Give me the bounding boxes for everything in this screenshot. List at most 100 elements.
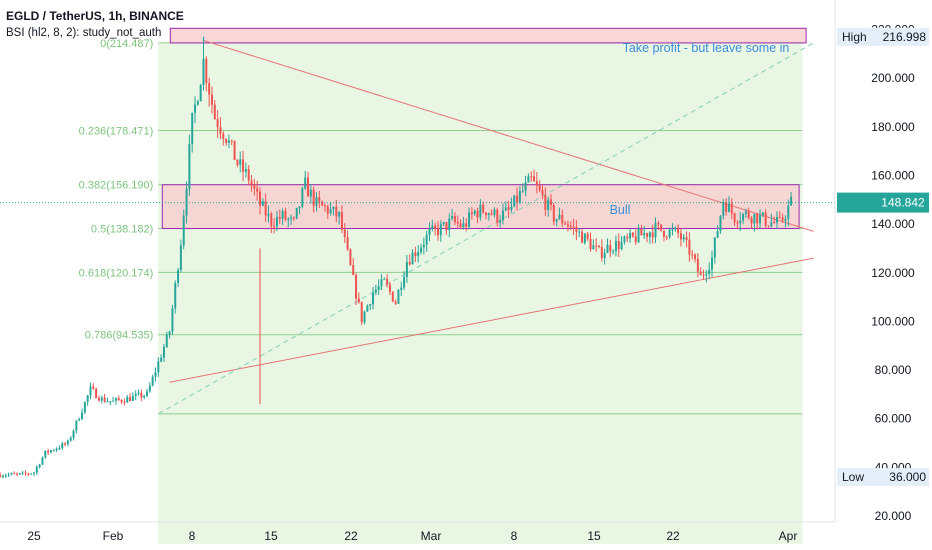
time-tick-label: 22: [666, 529, 680, 543]
candle-body: [292, 217, 295, 219]
candle-body: [332, 206, 335, 210]
candle-body: [58, 448, 61, 450]
price-tick-label: 180.000: [871, 120, 915, 134]
candle-body: [504, 207, 507, 211]
candle-body: [527, 176, 530, 183]
candle-body: [716, 231, 719, 238]
price-tick-label: 140.000: [871, 217, 915, 231]
candle-body: [665, 236, 668, 238]
candle-body: [1, 475, 4, 477]
candle-body: [679, 233, 682, 240]
candle-body: [592, 245, 595, 250]
candle-body: [671, 229, 674, 231]
current-price-value: 148.842: [881, 196, 925, 210]
candle-body: [465, 223, 468, 227]
candle-body: [196, 101, 199, 105]
candle-body: [516, 195, 519, 203]
candle-body: [194, 104, 197, 113]
candle-body: [501, 210, 504, 221]
candle-body: [696, 258, 699, 272]
candle-body: [518, 191, 521, 203]
price-tick-label: 20.000: [875, 509, 912, 523]
candle-body: [405, 261, 408, 277]
candle-body: [259, 191, 261, 206]
candle-body: [603, 252, 606, 258]
candle-body: [479, 204, 482, 218]
candle-body: [146, 391, 148, 396]
candle-body: [459, 223, 462, 228]
candle-body: [538, 185, 541, 191]
price-tick-label: 100.000: [871, 314, 915, 328]
candle-body: [72, 430, 75, 438]
candle-body: [781, 217, 784, 221]
candle-body: [78, 419, 81, 421]
candle-body: [349, 249, 352, 265]
candle-body: [131, 396, 134, 401]
candle-body: [55, 448, 58, 451]
candle-body: [16, 473, 19, 475]
candle-body: [651, 232, 654, 238]
candle-body: [513, 195, 516, 207]
candle-body: [10, 473, 13, 475]
candle-body: [674, 227, 677, 230]
candle-body: [555, 219, 558, 222]
candle-body: [744, 211, 747, 215]
candle-body: [304, 177, 307, 189]
candle-body: [312, 189, 315, 206]
current-price-tag: [837, 192, 929, 213]
bull-label: Bull: [610, 203, 631, 217]
candle-body: [533, 176, 536, 182]
candle-body: [770, 222, 773, 227]
time-tick-label: 25: [27, 529, 41, 543]
candle-body: [49, 450, 52, 453]
candle-body: [420, 247, 423, 252]
candle-body: [216, 119, 219, 128]
candle-body: [151, 376, 154, 386]
candle-body: [739, 220, 742, 224]
candle-body: [0, 474, 2, 477]
candle-body: [41, 457, 44, 465]
candle-body: [493, 209, 496, 215]
study-legend[interactable]: BSI (hl2, 8, 2): study_not_auth: [6, 27, 162, 39]
time-tick-label: 8: [511, 529, 518, 543]
candle-body: [609, 244, 612, 252]
candle-body: [784, 218, 787, 221]
candle-body: [564, 223, 567, 225]
low-tag-value: 36.000: [889, 470, 926, 484]
candle-body: [756, 213, 759, 224]
candle-body: [179, 245, 182, 271]
candle-body: [219, 127, 222, 134]
time-tick-label: 8: [189, 529, 196, 543]
candle-body: [422, 244, 425, 248]
time-tick-label: 22: [344, 529, 358, 543]
candle-body: [691, 254, 694, 256]
fib-level-label: 0.786(94.535): [85, 330, 154, 342]
chart-title: EGLD / TetherUS, 1h, BINANCE: [6, 9, 184, 23]
candle-body: [541, 190, 544, 196]
candle-body: [140, 392, 143, 398]
candle-body: [380, 279, 383, 286]
candle-body: [417, 251, 420, 257]
candle-body: [586, 233, 589, 239]
candle-body: [451, 216, 454, 219]
candle-body: [298, 206, 301, 208]
candle-body: [374, 289, 377, 293]
candle-body: [482, 204, 485, 213]
candle-body: [487, 213, 490, 215]
candle-body: [75, 420, 78, 431]
candle-body: [171, 308, 174, 332]
price-tick-label: 200.000: [871, 71, 915, 85]
candle-body: [589, 238, 592, 250]
candle-body: [657, 223, 660, 225]
candle-body: [329, 209, 332, 214]
candle-body: [64, 443, 67, 445]
candle-body: [267, 213, 270, 216]
candle-body: [468, 212, 471, 227]
time-tick-label: Apr: [779, 529, 798, 543]
candle-body: [761, 212, 764, 216]
candle-body: [725, 201, 728, 212]
candle-body: [750, 217, 753, 224]
candle-body: [321, 201, 324, 206]
price-tick-label: 80.000: [875, 363, 912, 377]
